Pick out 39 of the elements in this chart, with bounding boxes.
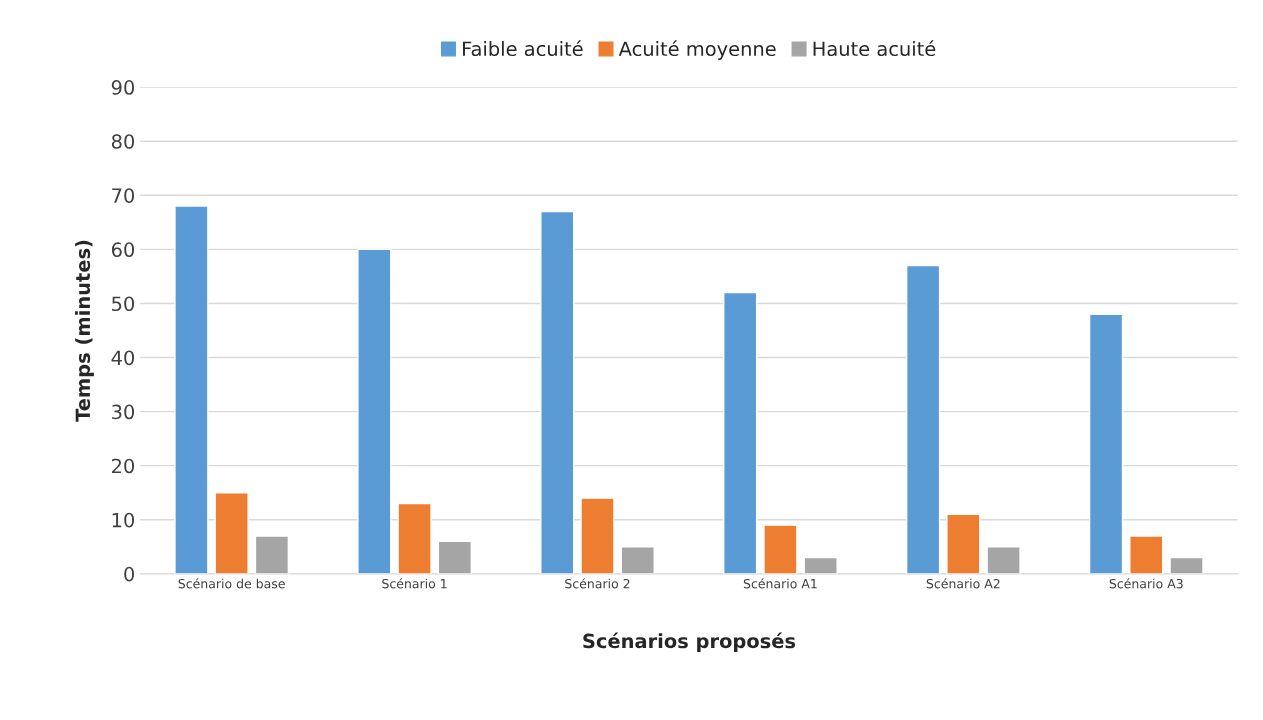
bar <box>357 248 392 574</box>
x-tick-label: Scénario de base <box>178 578 285 589</box>
bar <box>580 497 615 574</box>
bar <box>437 540 472 574</box>
bar <box>905 264 941 574</box>
legend-label: Acuité moyenne <box>618 40 776 60</box>
y-tick-label: 50 <box>112 296 135 312</box>
y-tick-label: 90 <box>111 80 135 95</box>
y-tick-label: 0 <box>124 566 135 582</box>
bar <box>763 524 798 574</box>
y-tick-label: 60 <box>111 242 135 258</box>
bar <box>1169 556 1204 574</box>
bar <box>803 556 838 574</box>
bar <box>214 492 249 574</box>
y-tick-label: 70 <box>112 188 135 203</box>
bar <box>620 546 655 574</box>
x-tick-label: Scénario A1 <box>743 578 817 589</box>
bar <box>397 502 432 574</box>
y-axis-title: Temps (minutes) <box>75 240 94 422</box>
legend-label: Haute acuité <box>813 40 936 57</box>
y-tick-label: 80 <box>111 134 135 149</box>
x-tick-label: Scénario A2 <box>926 578 1000 589</box>
y-tick-label: 30 <box>112 404 135 420</box>
bar <box>723 291 758 574</box>
x-tick-label: Scénario 1 <box>382 578 447 589</box>
x-tick-label: Scénario 2 <box>565 578 630 589</box>
bar <box>946 513 981 574</box>
x-tick-label: Scénario A3 <box>1109 578 1183 589</box>
bar <box>540 210 575 574</box>
x-axis-title: Scénarios proposés <box>583 632 796 653</box>
y-tick-label: 20 <box>112 458 135 474</box>
bar <box>986 546 1021 574</box>
bar <box>1088 313 1124 574</box>
legend-label: Faible acuité <box>463 40 583 57</box>
y-tick-label: 10 <box>112 512 135 528</box>
y-tick-label: 40 <box>111 350 135 366</box>
bar <box>1129 535 1164 574</box>
bar <box>254 535 290 574</box>
bar <box>174 205 209 574</box>
